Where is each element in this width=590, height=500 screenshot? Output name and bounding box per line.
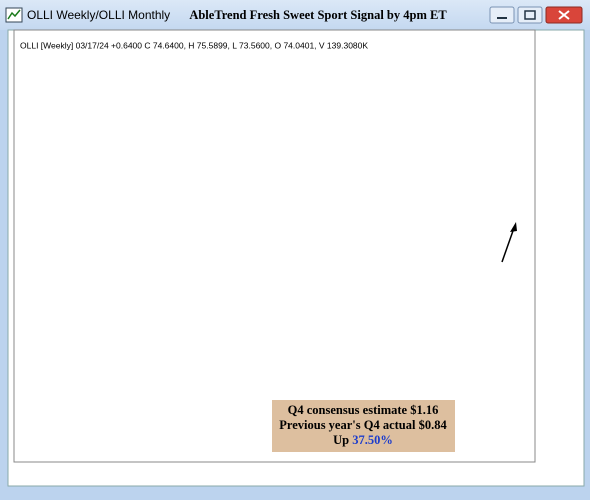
earnings-box [272, 400, 455, 452]
plot-area [13, 29, 536, 463]
earnings-prefix: Up [333, 433, 349, 447]
note-arrow [501, 227, 515, 263]
window-title: OLLI Weekly/OLLI Monthly [27, 8, 170, 22]
maximize-button[interactable] [517, 6, 543, 24]
earnings-line: Q4 consensus estimate $1.16 [288, 403, 439, 417]
close-button[interactable] [545, 6, 583, 24]
earnings-line: Previous year's Q4 actual $0.84 [279, 418, 447, 432]
minimize-button[interactable] [489, 6, 515, 24]
earnings-change: 37.50% [352, 433, 393, 447]
chart-title: AbleTrend Fresh Sweet Sport Signal by 4p… [189, 8, 447, 22]
note-arrow-head [510, 222, 517, 232]
earnings-line: Up 37.50% [333, 433, 393, 447]
app-icon [5, 7, 23, 23]
quote-header: OLLI [Weekly] 03/17/24 +0.6400 C 74.6400… [20, 40, 368, 50]
